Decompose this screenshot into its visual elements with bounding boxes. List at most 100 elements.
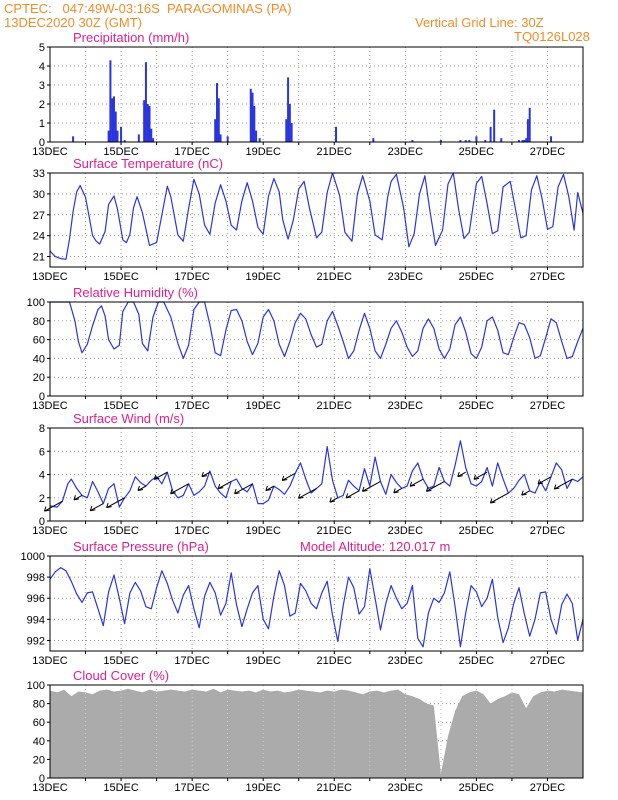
rh-x-tick-label: 17DEC <box>174 400 210 412</box>
precip-bar <box>143 100 146 142</box>
rh-y-tick-label: 100 <box>27 297 45 309</box>
precip-bar <box>258 138 261 142</box>
precip-bar <box>489 126 492 142</box>
precip-bar <box>148 105 151 142</box>
precip-bar <box>217 98 220 142</box>
precip-y-tick-label: 1 <box>39 118 45 130</box>
rh-x-tick-label: 27DEC <box>530 400 566 412</box>
precip-bar <box>116 130 119 142</box>
temp-y-tick-label: 27 <box>33 210 45 222</box>
wind-arrow-shaft <box>170 483 189 495</box>
model-code: TQ0126L028 <box>514 29 590 44</box>
precip-bar <box>287 77 290 142</box>
temp-x-tick-label: 15DEC <box>103 271 139 283</box>
pressure-y-tick-label: 996 <box>27 593 45 605</box>
wind-arrow-shaft <box>44 500 63 512</box>
cloud-x-tick-label: 15DEC <box>103 782 139 794</box>
precip-bar <box>107 130 110 142</box>
cloud-cover-area <box>50 688 583 778</box>
precip-panel: 0 1 2 3 4 5 13DEC 15DEC 17DEC 19DEC 21DEC 23DEC 25DE… <box>32 30 584 158</box>
wind-y-tick-label: 6 <box>39 446 45 458</box>
wind-y-tick-label: 8 <box>39 423 45 435</box>
temp-x-tick-label: 23DEC <box>388 271 424 283</box>
wind-arrow-head <box>73 495 80 501</box>
wind-arrow-shaft <box>154 471 168 480</box>
pressure-note: Model Altitude: 120.017 m <box>300 539 450 554</box>
pressure-x-tick-label: 17DEC <box>174 655 210 667</box>
precip-bar <box>112 96 115 142</box>
wind-panel: 0 2 4 6 8 13DEC 15DEC 17DEC 19DEC 21DEC 23DEC 25DEC… <box>32 411 584 537</box>
temp-frame <box>49 172 584 268</box>
wind-arrow-head <box>393 488 399 494</box>
rh-frame <box>49 301 584 397</box>
temp-x-tick-label: 25DEC <box>459 271 495 283</box>
wind-arrow-shaft <box>490 492 509 504</box>
pressure-title: Surface Pressure (hPa) <box>73 539 209 554</box>
temp-title: Surface Temperature (nC) <box>73 156 223 171</box>
precip-bar <box>523 140 526 142</box>
precip-title: Precipitation (mm/h) <box>73 30 189 45</box>
wind-arrow-shaft <box>217 481 232 490</box>
precip-bar <box>123 140 126 142</box>
precip-bar <box>152 138 155 142</box>
wind-arrow-head <box>553 484 560 490</box>
rh-x-tick-label: 19DEC <box>245 400 281 412</box>
pressure-x-tick-label: 25DEC <box>459 655 495 667</box>
temp-x-tick-label: 17DEC <box>174 271 210 283</box>
wind-x-tick-label: 25DEC <box>459 525 495 537</box>
pressure-x-tick-label: 15DEC <box>103 655 139 667</box>
precip-bar <box>137 134 140 142</box>
wind-line <box>49 440 584 508</box>
pressure-y-tick-label: 1000 <box>21 551 45 563</box>
wind-arrow-head <box>217 483 224 490</box>
precip-y-tick-label: 0 <box>39 137 45 149</box>
precip-bar <box>525 138 528 142</box>
rh-y-tick-label: 40 <box>33 353 45 365</box>
cloud-x-tick-label: 23DEC <box>388 782 424 794</box>
cloud-y-tick-label: 0 <box>39 773 45 785</box>
temp-y-tick-label: 21 <box>33 252 45 264</box>
precip-bar <box>109 60 112 142</box>
precip-bar <box>285 119 288 142</box>
cloud-x-tick-label: 27DEC <box>530 782 566 794</box>
rh-y-tick-label: 80 <box>33 316 45 328</box>
cloud-x-tick-label: 19DEC <box>245 782 281 794</box>
pressure-line <box>49 566 584 648</box>
wind-arrow-shaft <box>554 478 573 490</box>
cloud-y-tick-label: 100 <box>27 680 45 692</box>
rh-x-tick-label: 25DEC <box>459 400 495 412</box>
wind-arrow-shaft <box>234 483 253 495</box>
precip-bar <box>214 119 217 142</box>
wind-arrow-head <box>473 474 480 480</box>
wind-arrow-shaft <box>345 490 360 499</box>
rh-y-tick-label: 20 <box>33 372 45 384</box>
precip-bar <box>120 126 123 142</box>
precip-frame <box>49 46 584 143</box>
rh-x-tick-label: 21DEC <box>317 400 353 412</box>
precip-bar <box>521 140 524 142</box>
cloud-x-tick-label: 25DEC <box>459 782 495 794</box>
cloud-frame <box>49 684 584 779</box>
wind-arrow-head <box>43 506 50 512</box>
cloud-panel: 0 20 40 60 80 100 13DEC 15DEC 17DEC 19DEC 21DEC 23D… <box>27 668 584 794</box>
cloud-y-tick-label: 60 <box>33 717 45 729</box>
precip-bar <box>500 138 503 142</box>
precip-bar <box>219 134 222 142</box>
wind-arrow-shaft <box>362 481 381 492</box>
wind-x-tick-label: 23DEC <box>388 525 424 537</box>
precip-x-tick-label: 21DEC <box>317 146 353 158</box>
precip-bar <box>411 140 414 142</box>
temp-x-tick-label: 27DEC <box>530 271 566 283</box>
wind-arrow-shaft <box>409 478 424 487</box>
wind-arrow-head <box>137 485 144 492</box>
rh-x-tick-label: 13DEC <box>32 400 68 412</box>
wind-x-tick-label: 17DEC <box>174 525 210 537</box>
precip-x-tick-label: 19DEC <box>245 146 281 158</box>
wind-arrow-head <box>457 471 463 478</box>
pressure-x-tick-label: 21DEC <box>317 655 353 667</box>
wind-arrow-head <box>489 498 496 504</box>
precip-bar <box>439 140 442 142</box>
wind-x-tick-label: 21DEC <box>317 525 353 537</box>
cloud-title: Cloud Cover (%) <box>73 668 169 683</box>
